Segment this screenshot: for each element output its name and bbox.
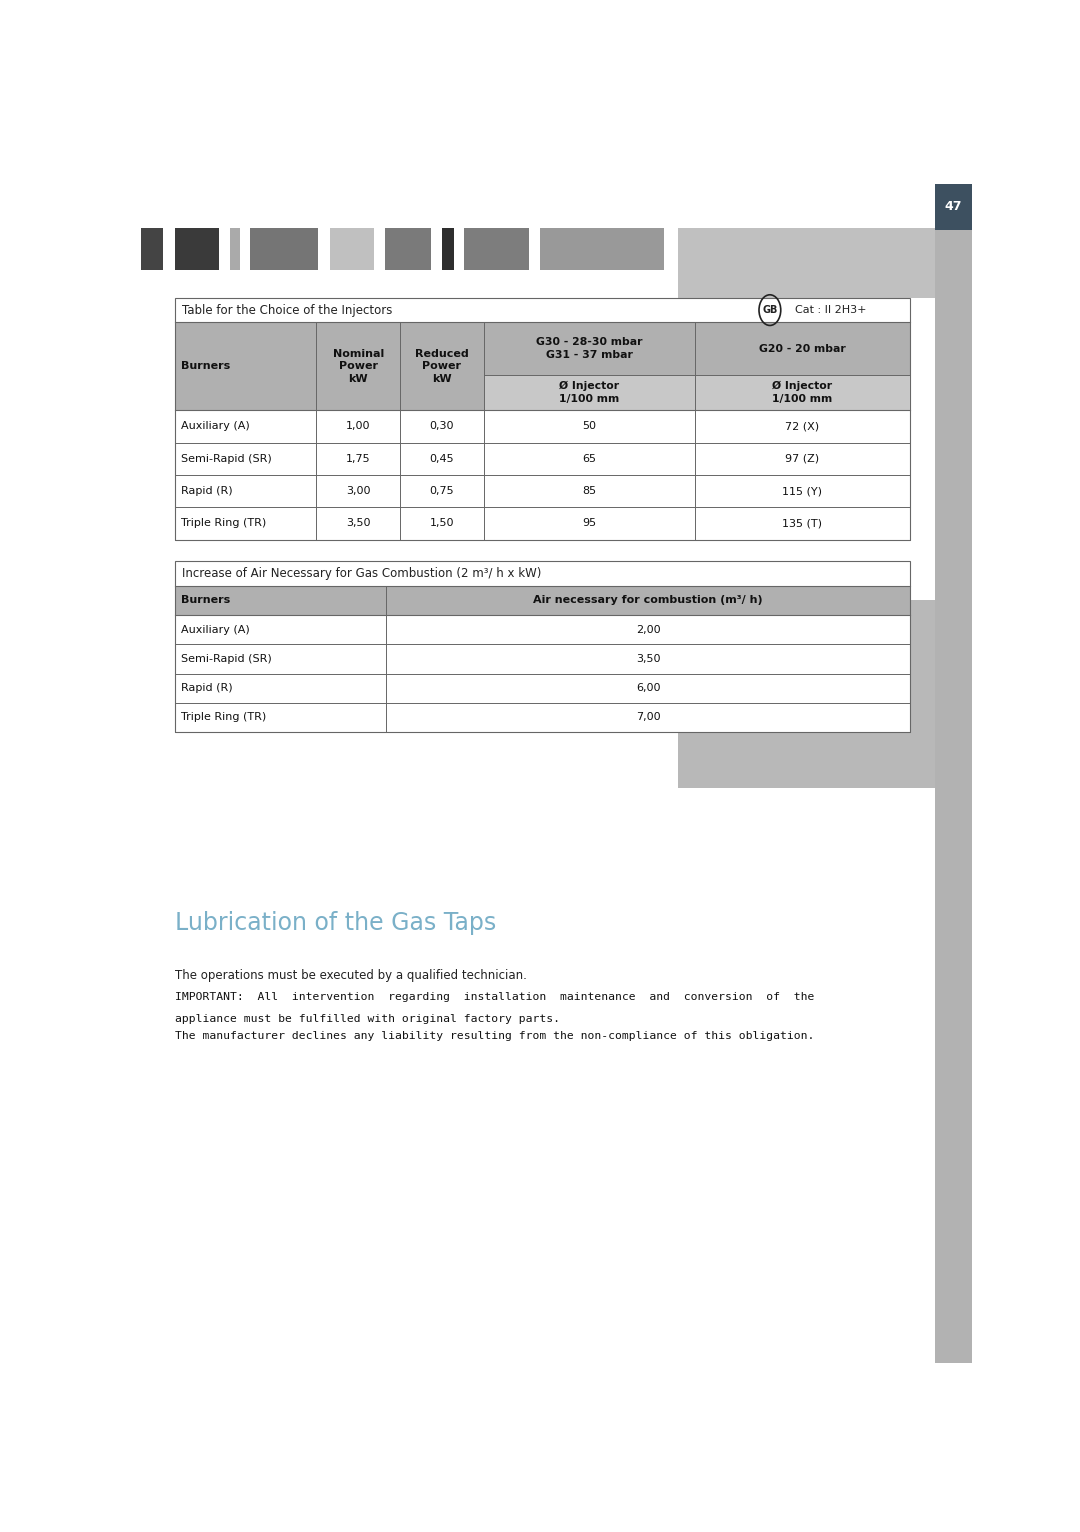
- Text: GB: GB: [762, 305, 778, 316]
- Text: 0,75: 0,75: [430, 486, 455, 496]
- Text: Table for the Choice of the Injectors: Table for the Choice of the Injectors: [183, 303, 392, 317]
- Text: Triple Ring (TR): Triple Ring (TR): [181, 712, 267, 723]
- Text: 3,00: 3,00: [346, 486, 370, 496]
- Text: G20 - 20 mbar: G20 - 20 mbar: [759, 343, 846, 354]
- Text: G30 - 28-30 mbar
G31 - 37 mbar: G30 - 28-30 mbar G31 - 37 mbar: [536, 337, 643, 360]
- Bar: [540, 228, 663, 270]
- Text: 7,00: 7,00: [636, 712, 660, 723]
- Text: Burners: Burners: [181, 362, 230, 371]
- Bar: [175, 674, 910, 703]
- Text: 0,45: 0,45: [430, 453, 455, 464]
- Bar: [249, 228, 318, 270]
- Text: Nominal
Power
kW: Nominal Power kW: [333, 349, 383, 383]
- Bar: [175, 297, 910, 539]
- Text: 65: 65: [582, 453, 596, 464]
- Text: The operations must be executed by a qualified technician.: The operations must be executed by a qua…: [175, 970, 527, 982]
- Text: Increase of Air Necessary for Gas Combustion (2 m³/ h x kW): Increase of Air Necessary for Gas Combus…: [183, 567, 541, 581]
- Text: 6,00: 6,00: [636, 683, 660, 692]
- Text: 115 (Y): 115 (Y): [782, 486, 822, 496]
- Text: The manufacturer declines any liability resulting from the non-compliance of thi: The manufacturer declines any liability …: [175, 1031, 814, 1040]
- Text: 2,00: 2,00: [636, 625, 660, 634]
- Bar: [175, 585, 910, 614]
- Text: 3,50: 3,50: [636, 654, 660, 663]
- Text: Reduced
Power
kW: Reduced Power kW: [415, 349, 469, 383]
- Bar: [175, 443, 910, 475]
- Text: Lubrication of the Gas Taps: Lubrication of the Gas Taps: [175, 912, 497, 935]
- Bar: [175, 297, 910, 322]
- Text: Ø Injector
1/100 mm: Ø Injector 1/100 mm: [772, 381, 833, 404]
- Bar: [175, 322, 910, 411]
- Bar: [175, 561, 910, 585]
- Bar: [384, 228, 431, 270]
- Text: appliance must be fulfilled with original factory parts.: appliance must be fulfilled with origina…: [175, 1014, 561, 1023]
- Bar: [175, 507, 910, 539]
- Bar: [175, 228, 218, 270]
- Bar: [175, 645, 910, 674]
- Bar: [141, 228, 163, 270]
- Text: Semi-Rapid (SR): Semi-Rapid (SR): [181, 453, 272, 464]
- Bar: [330, 228, 374, 270]
- Text: Rapid (R): Rapid (R): [181, 486, 233, 496]
- Bar: [463, 228, 529, 270]
- Text: Cat : II 2H3+: Cat : II 2H3+: [795, 305, 866, 316]
- Text: Semi-Rapid (SR): Semi-Rapid (SR): [181, 654, 272, 663]
- Text: 3,50: 3,50: [346, 518, 370, 529]
- Text: Air necessary for combustion (m³/ h): Air necessary for combustion (m³/ h): [534, 596, 762, 605]
- Text: 1,75: 1,75: [346, 453, 370, 464]
- Text: 1,50: 1,50: [430, 518, 455, 529]
- Text: 1,00: 1,00: [346, 421, 370, 432]
- Text: Auxiliary (A): Auxiliary (A): [181, 421, 249, 432]
- Bar: [484, 375, 694, 411]
- Text: Burners: Burners: [181, 596, 230, 605]
- Bar: [935, 184, 972, 230]
- Bar: [677, 228, 935, 297]
- Bar: [230, 228, 241, 270]
- Bar: [442, 228, 455, 270]
- Bar: [694, 375, 910, 411]
- Text: Triple Ring (TR): Triple Ring (TR): [181, 518, 267, 529]
- Text: 47: 47: [945, 201, 962, 213]
- Text: 72 (X): 72 (X): [785, 421, 820, 432]
- Bar: [175, 411, 910, 443]
- Text: Auxiliary (A): Auxiliary (A): [181, 625, 249, 634]
- Bar: [175, 561, 910, 732]
- Bar: [935, 184, 972, 1363]
- Text: 0,30: 0,30: [430, 421, 455, 432]
- Text: 97 (Z): 97 (Z): [785, 453, 820, 464]
- Bar: [175, 614, 910, 645]
- Text: Rapid (R): Rapid (R): [181, 683, 233, 692]
- Text: 85: 85: [582, 486, 596, 496]
- Text: IMPORTANT:  All  intervention  regarding  installation  maintenance  and  conver: IMPORTANT: All intervention regarding in…: [175, 993, 814, 1002]
- Text: 135 (T): 135 (T): [782, 518, 822, 529]
- Text: 50: 50: [582, 421, 596, 432]
- Text: Ø Injector
1/100 mm: Ø Injector 1/100 mm: [559, 381, 619, 404]
- Bar: [175, 703, 910, 732]
- Bar: [677, 599, 935, 789]
- Bar: [175, 475, 910, 507]
- Text: 95: 95: [582, 518, 596, 529]
